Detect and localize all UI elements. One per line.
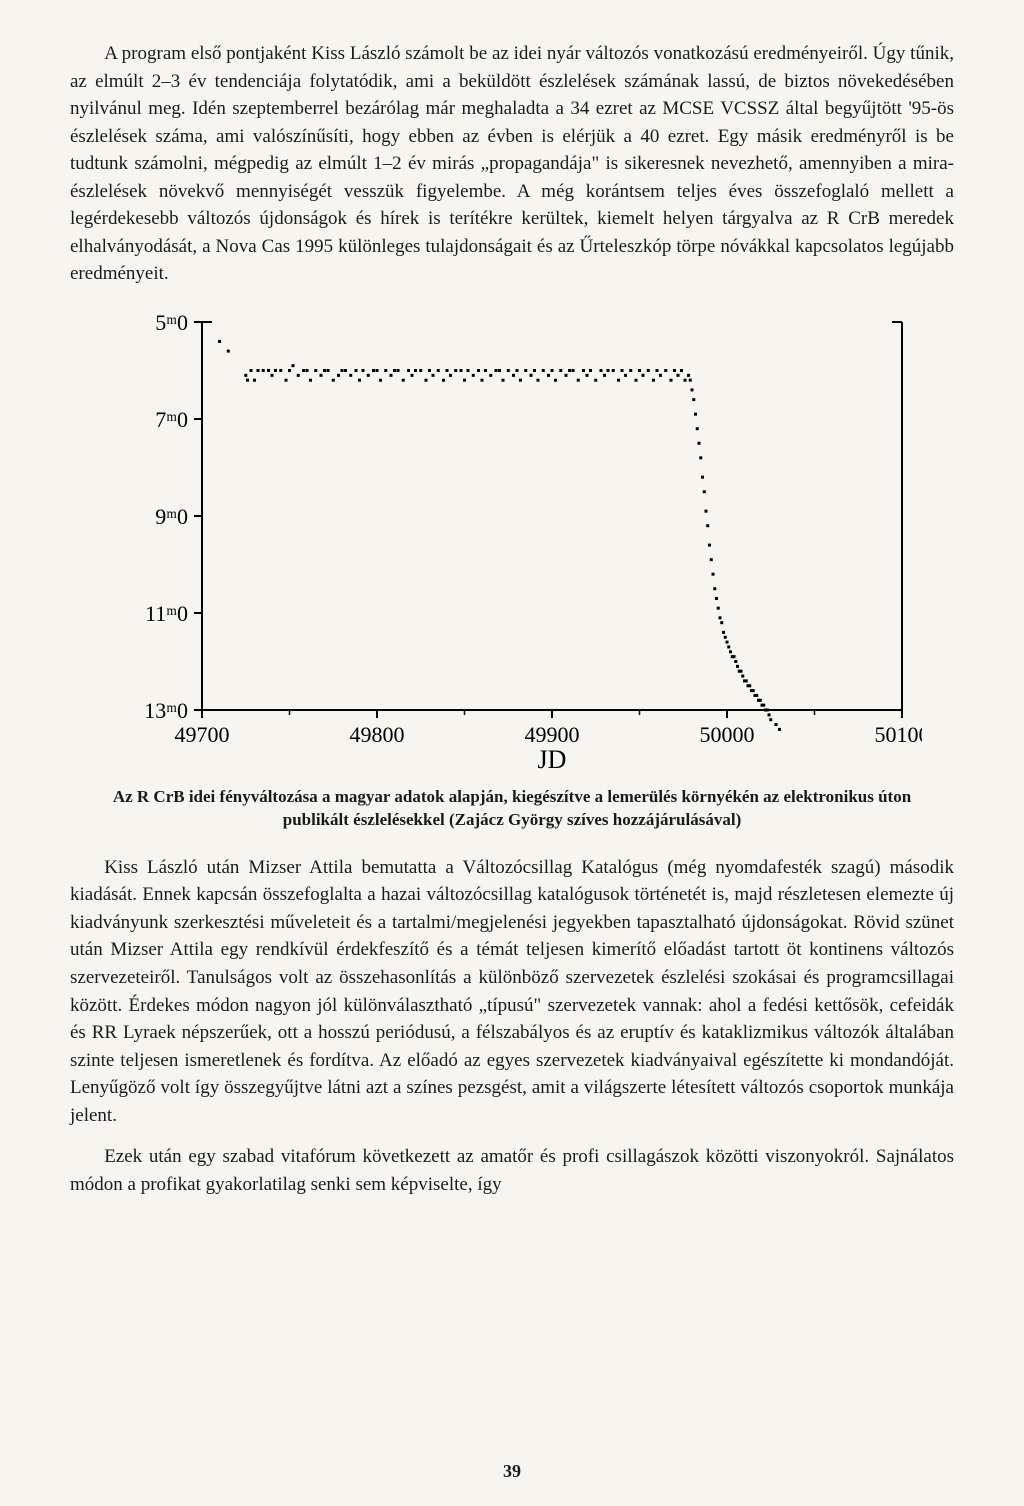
svg-text:50000: 50000: [700, 722, 755, 747]
svg-text:49900: 49900: [525, 722, 580, 747]
page: A program első pontjaként Kiss László sz…: [0, 0, 1024, 1506]
svg-text:50100: 50100: [875, 722, 923, 747]
lightcurve-chart: 5ᵐ0 7ᵐ0 9ᵐ0 11ᵐ0 13ᵐ049700 49800 49900 50000 501…: [102, 310, 922, 780]
chart-caption: Az R CrB idei fényváltozása a magyar ada…: [102, 786, 922, 832]
chart-svg: 5ᵐ0 7ᵐ0 9ᵐ0 11ᵐ0 13ᵐ049700 49800 49900 50000 501…: [102, 310, 922, 780]
paragraph-2: Kiss László után Mizser Attila bemutatta…: [70, 854, 954, 1129]
svg-text:9ᵐ0: 9ᵐ0: [155, 504, 188, 529]
paragraph-3: Ezek után egy szabad vitafórum következe…: [70, 1143, 954, 1198]
svg-text:13ᵐ0: 13ᵐ0: [144, 698, 188, 723]
svg-text:49700: 49700: [175, 722, 230, 747]
svg-text:11ᵐ0: 11ᵐ0: [145, 601, 188, 626]
svg-text:JD: JD: [538, 745, 567, 774]
svg-text:49800: 49800: [350, 722, 405, 747]
page-number: 39: [0, 1461, 1024, 1482]
paragraph-1: A program első pontjaként Kiss László sz…: [70, 40, 954, 288]
svg-text:5ᵐ0: 5ᵐ0: [155, 310, 188, 335]
svg-text:7ᵐ0: 7ᵐ0: [155, 407, 188, 432]
